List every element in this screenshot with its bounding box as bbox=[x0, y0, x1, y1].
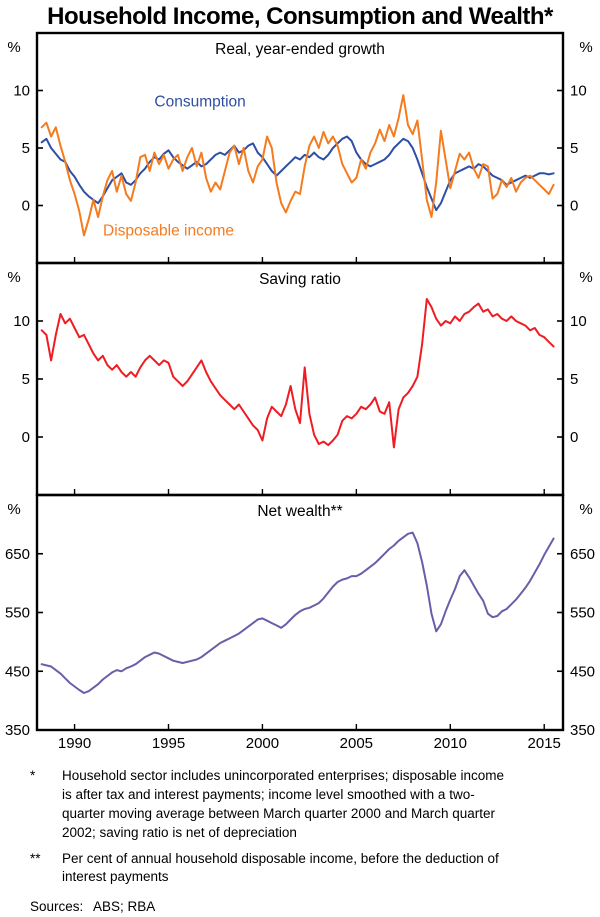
unit-label-left: % bbox=[7, 39, 20, 56]
y-tick-label-right: 10 bbox=[570, 83, 587, 100]
footnote-2-text: Per cent of annual household disposable … bbox=[62, 850, 499, 885]
chart-title: Household Income, Consumption and Wealth… bbox=[47, 3, 553, 30]
y-tick-label-left: 550 bbox=[5, 605, 30, 622]
sources-label: Sources: bbox=[30, 899, 84, 915]
unit-label-right: % bbox=[579, 269, 592, 286]
series-label-disposable-income: Disposable income bbox=[103, 222, 234, 239]
series-line-consumption bbox=[40, 135, 555, 212]
footnote-1-text: Household sector includes unincorporated… bbox=[62, 768, 505, 840]
chart-figure: 0 0 5 5 10 10% % Real, year-ended growth Consump… bbox=[5, 31, 595, 752]
panel-title-net-wealth: Net wealth** bbox=[257, 503, 342, 520]
y-tick-label-left: 5 bbox=[22, 371, 30, 388]
x-tick-label: 2010 bbox=[434, 735, 467, 752]
sources-text: ABS; RBA bbox=[93, 899, 156, 915]
unit-label-right: % bbox=[579, 39, 592, 56]
series-line-disposable-income bbox=[40, 94, 555, 237]
y-tick-label-right: 5 bbox=[570, 140, 578, 157]
panel-frame bbox=[35, 493, 565, 732]
footnote-1-marker: * bbox=[30, 768, 36, 783]
x-tick-label: 1990 bbox=[58, 735, 91, 752]
y-tick-label-left: 650 bbox=[5, 546, 30, 563]
y-tick-label-left: 450 bbox=[5, 663, 30, 680]
footnote-1: * Household sector includes unincorporat… bbox=[30, 767, 580, 843]
y-tick-label-left: 350 bbox=[5, 722, 30, 739]
y-tick-label-left: 10 bbox=[13, 313, 30, 330]
panel-frame bbox=[35, 261, 565, 497]
y-tick-label-right: 0 bbox=[570, 198, 578, 215]
panel-title-saving-ratio: Saving ratio bbox=[259, 271, 341, 288]
y-tick-label-right: 450 bbox=[570, 663, 595, 680]
footnote-2-marker: ** bbox=[30, 850, 41, 866]
footnotes: * Household sector includes unincorporat… bbox=[0, 758, 600, 917]
unit-label-left: % bbox=[7, 269, 20, 286]
y-tick-label-right: 0 bbox=[570, 429, 578, 446]
unit-label-right: % bbox=[579, 501, 592, 518]
x-tick-label: 1995 bbox=[152, 735, 185, 752]
y-tick-label-left: 5 bbox=[22, 140, 30, 157]
series-line-saving-ratio bbox=[40, 298, 555, 449]
y-tick-label-right: 5 bbox=[570, 371, 578, 388]
sources-line: Sources: ABS; RBA bbox=[30, 898, 580, 917]
y-tick-label-right: 350 bbox=[570, 722, 595, 739]
x-tick-label: 2000 bbox=[246, 735, 279, 752]
x-tick-label: 2005 bbox=[340, 735, 373, 752]
x-tick-label: 2015 bbox=[528, 735, 561, 752]
y-tick-label-left: 0 bbox=[22, 198, 30, 215]
y-tick-label-left: 10 bbox=[13, 83, 30, 100]
series-line-net-wealth bbox=[40, 531, 555, 694]
unit-label-left: % bbox=[7, 501, 20, 518]
y-tick-label-right: 550 bbox=[570, 605, 595, 622]
panel-title-real-year-ended-growth: Real, year-ended growth bbox=[215, 41, 385, 58]
y-tick-label-left: 0 bbox=[22, 429, 30, 446]
footnote-2: ** Per cent of annual household disposab… bbox=[30, 850, 580, 888]
series-label-consumption: Consumption bbox=[154, 94, 245, 111]
y-tick-label-right: 650 bbox=[570, 546, 595, 563]
y-tick-label-right: 10 bbox=[570, 313, 587, 330]
